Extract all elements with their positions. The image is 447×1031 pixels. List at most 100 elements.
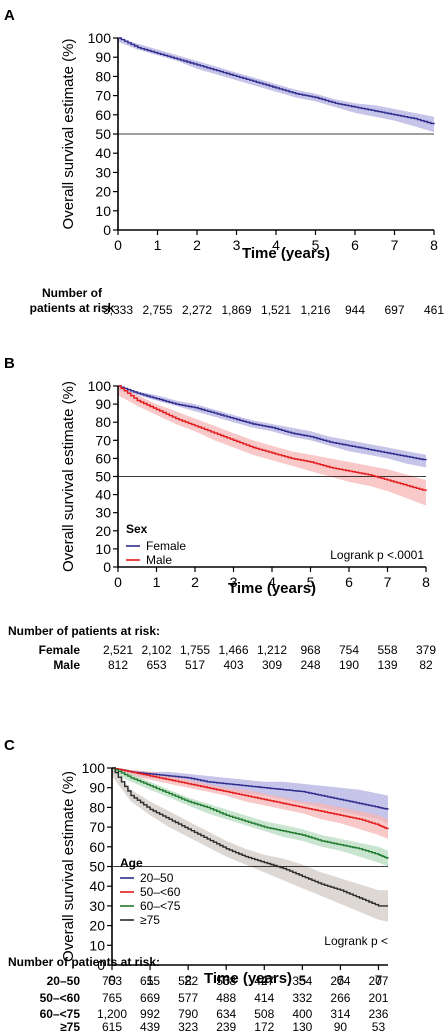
at-risk-value: 1,869 [221, 303, 251, 317]
at-risk-value: 577 [178, 991, 198, 1005]
y-tick-label: 80 [95, 68, 111, 84]
at-risk-value: 1,521 [261, 303, 291, 317]
at-risk-value: 2,755 [142, 303, 172, 317]
y-tick-label: 60 [89, 839, 105, 855]
at-risk-row-label: Male [53, 658, 80, 672]
at-risk-value: 992 [140, 1007, 160, 1021]
legend-label: 50–<60 [140, 885, 181, 899]
y-axis-title: Overall survival estimate (%) [60, 381, 77, 572]
y-tick-label: 10 [95, 203, 111, 219]
survival-line [112, 767, 389, 830]
logrank-label: Logrank p <.0001 [330, 548, 424, 562]
at-risk-value: 403 [223, 658, 243, 672]
y-tick-label: 80 [89, 799, 105, 815]
at-risk-value: 82 [419, 658, 433, 672]
at-risk-value: 669 [140, 991, 160, 1005]
survival-line [112, 767, 389, 810]
at-risk-value: 90 [334, 1020, 348, 1031]
y-tick-label: 20 [95, 523, 111, 539]
y-tick-label: 10 [89, 937, 105, 953]
at-risk-row-label: ≥75 [60, 1020, 80, 1031]
at-risk-value: 201 [368, 991, 388, 1005]
x-tick-label: 6 [345, 574, 353, 590]
survival-line [118, 37, 435, 125]
x-tick-label: 7 [384, 574, 392, 590]
at-risk-value: 2,521 [103, 643, 133, 657]
legend-title: Sex [126, 522, 148, 536]
at-risk-value: 653 [146, 658, 166, 672]
survival-line [118, 385, 427, 461]
at-risk-value: 400 [292, 1007, 312, 1021]
x-tick-label: 1 [146, 972, 154, 988]
panel-letter: A [4, 7, 15, 24]
y-tick-label: 60 [95, 450, 111, 466]
x-tick-label: 2 [191, 574, 199, 590]
at-risk-value: 1,212 [257, 643, 287, 657]
at-risk-value: 2,102 [141, 643, 171, 657]
y-tick-label: 20 [95, 184, 111, 200]
y-tick-label: 70 [89, 819, 105, 835]
at-risk-value: 508 [254, 1007, 274, 1021]
x-tick-label: 2 [184, 972, 192, 988]
x-tick-label: 8 [422, 574, 430, 590]
confidence-band [118, 386, 426, 506]
at-risk-value: 508 [216, 974, 236, 988]
at-risk-value: 765 [102, 991, 122, 1005]
y-tick-label: 90 [89, 780, 105, 796]
at-risk-value: 172 [254, 1020, 274, 1031]
at-risk-value: 266 [330, 991, 350, 1005]
at-risk-value: 655 [140, 974, 160, 988]
confidence-band [112, 768, 388, 839]
x-tick-label: 5 [312, 237, 320, 253]
x-tick-label: 0 [114, 574, 122, 590]
at-risk-value: 1,200 [97, 1007, 127, 1021]
at-risk-value: 634 [216, 1007, 236, 1021]
at-risk-value: 754 [339, 643, 359, 657]
x-tick-label: 3 [230, 574, 238, 590]
y-tick-label: 60 [95, 107, 111, 123]
y-tick-label: 90 [95, 396, 111, 412]
y-tick-label: 20 [89, 918, 105, 934]
legend-label: Female [146, 539, 186, 553]
at-risk-value: 139 [377, 658, 397, 672]
x-tick-label: 4 [272, 237, 280, 253]
y-tick-label: 100 [88, 378, 112, 394]
y-tick-label: 40 [95, 487, 111, 503]
y-tick-label: 0 [97, 957, 105, 973]
at-risk-row-label: 50–<60 [40, 991, 81, 1005]
legend-title: Age [120, 856, 143, 870]
x-axis-title: Time (years) [204, 970, 292, 987]
at-risk-header: Number of patients at risk: [8, 624, 160, 638]
x-tick-label: 4 [260, 972, 268, 988]
y-tick-label: 100 [82, 760, 106, 776]
panel-b: B 0 10 20 30 40 50 60 70 80 90 100 0 1 2 3 4 5 6 7 8 Time (ye… [4, 355, 436, 672]
confidence-band [118, 38, 434, 133]
at-risk-value: 332 [292, 991, 312, 1005]
y-tick-label: 70 [95, 88, 111, 104]
at-risk-value: 753 [102, 974, 122, 988]
at-risk-value: 314 [330, 1007, 350, 1021]
y-tick-label: 90 [95, 49, 111, 65]
at-risk-value: 239 [216, 1020, 236, 1031]
y-tick-label: 10 [95, 541, 111, 557]
at-risk-value: 558 [377, 643, 397, 657]
x-tick-label: 2 [193, 237, 201, 253]
y-tick-label: 30 [95, 505, 111, 521]
at-risk-value: 461 [424, 303, 444, 317]
at-risk-value: 615 [102, 1020, 122, 1031]
legend-label: Male [146, 553, 172, 567]
at-risk-value: 790 [178, 1007, 198, 1021]
y-tick-label: 40 [89, 878, 105, 894]
y-axis-title: Overall survival estimate (%) [60, 771, 77, 962]
x-tick-label: 1 [153, 574, 161, 590]
x-tick-label: 4 [268, 574, 276, 590]
survival-line [112, 767, 388, 907]
y-tick-label: 80 [95, 414, 111, 430]
at-risk-value: 517 [185, 658, 205, 672]
x-tick-label: 8 [430, 237, 438, 253]
at-risk-value: 53 [372, 1020, 386, 1031]
at-risk-header: patients at risk [30, 301, 115, 315]
legend-label: ≥75 [140, 913, 160, 927]
at-risk-value: 379 [416, 643, 436, 657]
